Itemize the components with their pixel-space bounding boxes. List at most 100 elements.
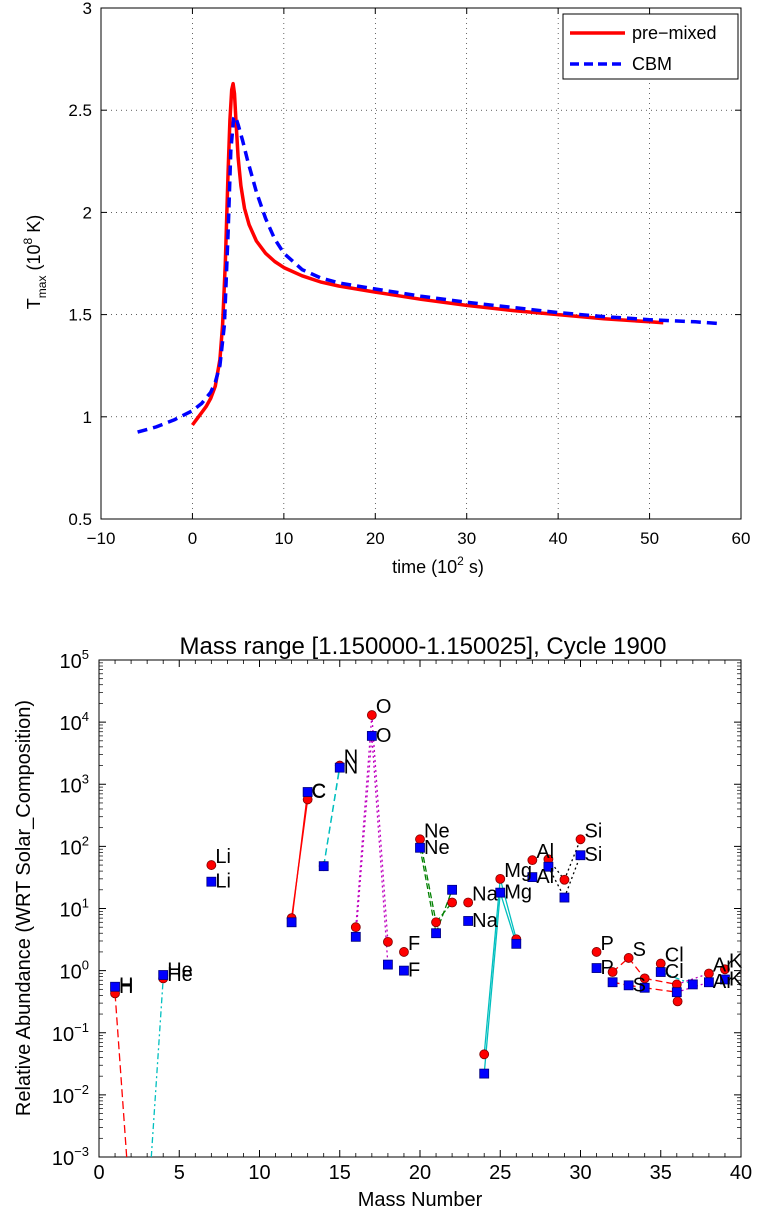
blue-square-marker: [431, 928, 441, 939]
chart1-grid: [101, 8, 741, 519]
chart1-ticks: −10 0 10 20 30 40 50 60 0.5 1 1.5 2 2.5 3: [68, 0, 750, 548]
chart1-x-axis-label: time (102 s): [392, 554, 484, 577]
chart2-y-axis-label: Relative Abundance (WRT Solar_Compositio…: [13, 700, 35, 1116]
y-tick-label: 1.5: [68, 306, 92, 325]
isotope-link-line: [323, 767, 341, 867]
y-tick-label: 101: [60, 896, 89, 922]
blue-square-marker: [382, 959, 393, 970]
blue-square-marker: [302, 787, 313, 797]
x-tick-label: 60: [732, 529, 751, 548]
blue-square-marker: [479, 1068, 490, 1079]
isotope-link-line: [483, 892, 501, 1074]
y-tick-label: 104: [60, 709, 89, 735]
red-circle-marker: [366, 710, 377, 720]
element-label: H: [119, 974, 133, 996]
chart1-series: [137, 81, 723, 434]
element-label: Cl: [665, 945, 684, 967]
blue-square-marker: [639, 982, 650, 993]
isotope-link-line: [563, 839, 582, 881]
isotope-link-line: [483, 878, 501, 1055]
element-label: S: [633, 939, 646, 961]
element-label: Na: [472, 883, 498, 905]
blue-square-marker: [607, 977, 618, 988]
y-tick-label: 2.5: [68, 101, 92, 120]
y-tick-label: 3: [83, 0, 92, 18]
element-label: Li: [215, 871, 231, 893]
element-label: K: [729, 968, 743, 990]
y-tick-label: 105: [60, 647, 89, 673]
red-circle-marker: [607, 967, 618, 977]
blue-square-marker: [591, 963, 602, 973]
element-label: Cl: [665, 961, 684, 983]
x-tick-label: 15: [329, 1162, 351, 1184]
y-tick-label: 10−2: [52, 1082, 89, 1108]
blue-square-marker: [366, 731, 377, 741]
x-tick-label: 30: [569, 1162, 591, 1184]
chart2-points: [110, 710, 730, 1079]
blue-square-marker: [334, 762, 345, 773]
red-circle-marker: [527, 855, 538, 866]
legend-label-cbm: CBM: [632, 54, 672, 74]
element-label: P: [601, 957, 614, 979]
y-tick-label: 102: [60, 833, 89, 859]
isotope-link-line: [435, 889, 453, 934]
element-label: P: [601, 933, 614, 955]
red-circle-marker: [575, 834, 586, 845]
isotope-link-line: [371, 735, 389, 965]
red-circle-marker: [559, 874, 570, 885]
x-tick-label: 0: [93, 1162, 104, 1184]
chart2-connecting-lines: [114, 714, 710, 1158]
element-label: Ne: [424, 820, 450, 842]
blue-square-marker: [720, 974, 730, 985]
chart2-plot-area: [98, 659, 742, 1158]
element-label: He: [167, 964, 193, 986]
blue-square-marker: [511, 938, 522, 949]
blue-square-marker: [110, 981, 120, 992]
x-tick-label: 5: [174, 1162, 185, 1184]
red-circle-marker: [495, 873, 506, 884]
blue-square-marker: [655, 967, 666, 977]
element-label: H: [119, 976, 133, 998]
element-label: N: [344, 757, 358, 779]
blue-square-marker: [318, 861, 329, 872]
element-label: Ar: [713, 954, 733, 976]
isotope-link-line: [355, 714, 373, 928]
x-tick-label: 40: [549, 529, 568, 548]
legend-box: [562, 13, 739, 80]
legend-label-pre-mixed: pre−mixed: [632, 23, 717, 43]
blue-square-marker: [463, 916, 474, 926]
x-tick-label: 25: [489, 1162, 511, 1184]
blue-square-marker: [527, 872, 538, 883]
blue-square-marker: [447, 884, 458, 895]
blue-square-marker: [559, 892, 570, 903]
isotope-link-line: [150, 978, 164, 1158]
blue-square-marker: [704, 977, 714, 988]
blue-square-marker: [687, 979, 698, 990]
x-tick-label: 30: [457, 529, 476, 548]
chart2-title: Mass range [1.150000-1.150025], Cycle 19…: [180, 633, 667, 660]
blue-square-marker: [158, 970, 169, 980]
x-tick-label: 20: [409, 1162, 431, 1184]
series-line-cbm: [137, 114, 723, 434]
element-label: Mg: [504, 882, 532, 904]
element-label: Si: [585, 820, 603, 842]
x-tick-label: 35: [650, 1162, 672, 1184]
y-tick-label: 103: [60, 771, 89, 797]
blue-square-marker: [575, 850, 586, 861]
x-tick-label: 10: [248, 1162, 270, 1184]
red-circle-marker: [479, 1049, 490, 1060]
x-tick-label: 20: [366, 529, 385, 548]
element-label: Li: [215, 846, 231, 868]
blue-square-marker: [415, 842, 425, 853]
element-label: C: [312, 780, 326, 802]
red-circle-marker: [382, 936, 393, 947]
isotope-link-line: [290, 791, 309, 923]
isotope-link-line: [114, 993, 128, 1158]
chart2-ticks: 0 5 10 15 20 25 30 35 40 10−3 10−2 10−1 100 101 102 103…: [52, 647, 752, 1184]
isotope-link-line: [547, 866, 566, 898]
red-circle-marker: [206, 860, 217, 870]
red-circle-marker: [431, 917, 441, 928]
blue-square-marker: [286, 917, 297, 928]
x-tick-label: 40: [730, 1162, 752, 1184]
